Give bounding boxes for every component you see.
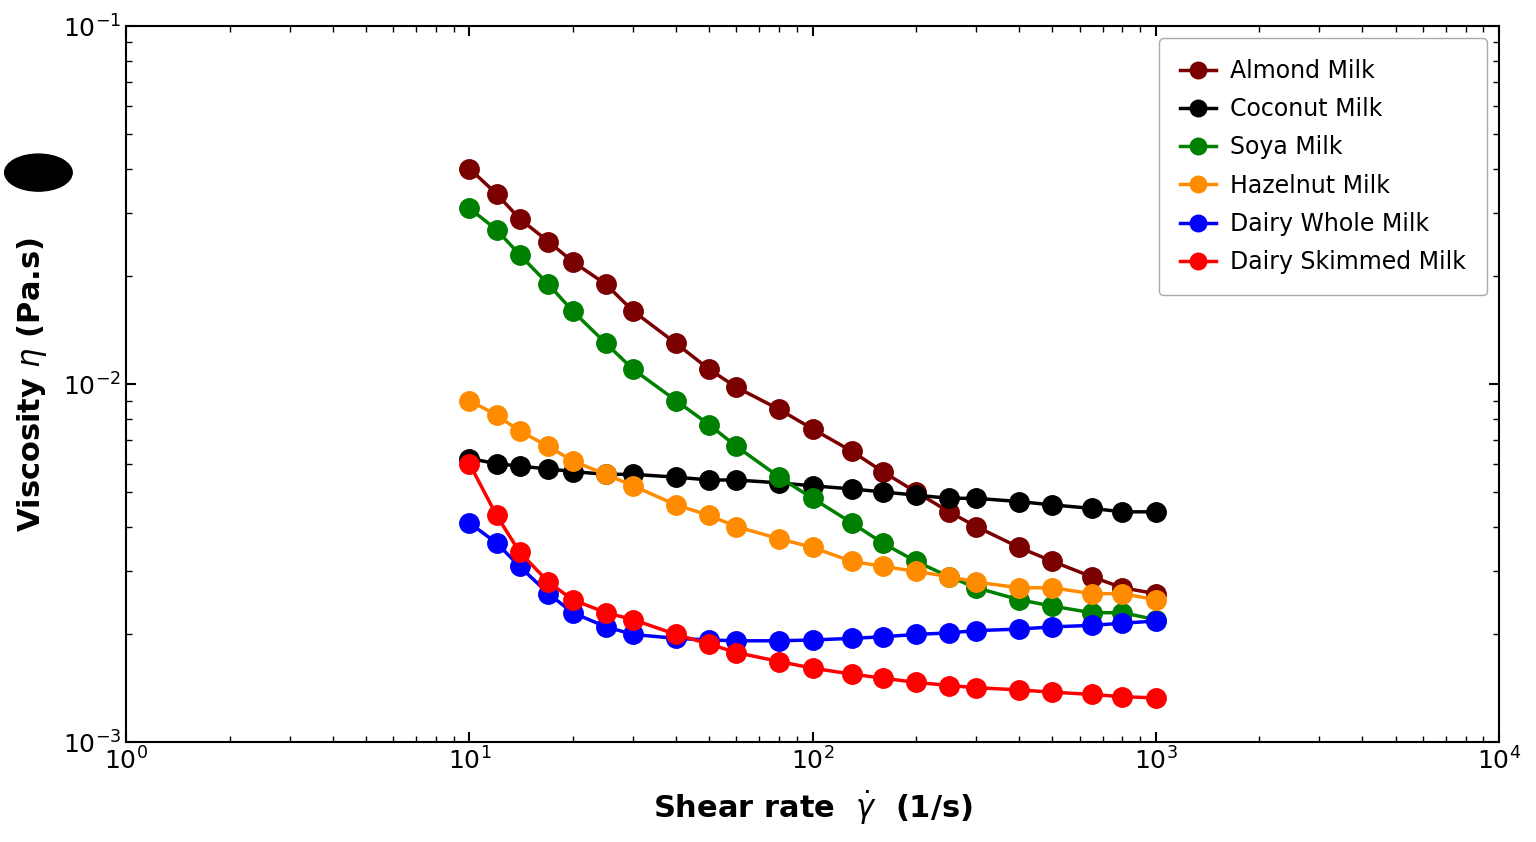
Legend: Almond Milk, Coconut Milk, Soya Milk, Hazelnut Milk, Dairy Whole Milk, Dairy Ski: Almond Milk, Coconut Milk, Soya Milk, Ha… xyxy=(1160,38,1487,296)
Y-axis label: Viscosity $\eta$ (Pa.s): Viscosity $\eta$ (Pa.s) xyxy=(15,237,49,531)
X-axis label: Shear rate  $\dot{\gamma}$  (1/s): Shear rate $\dot{\gamma}$ (1/s) xyxy=(653,788,972,827)
